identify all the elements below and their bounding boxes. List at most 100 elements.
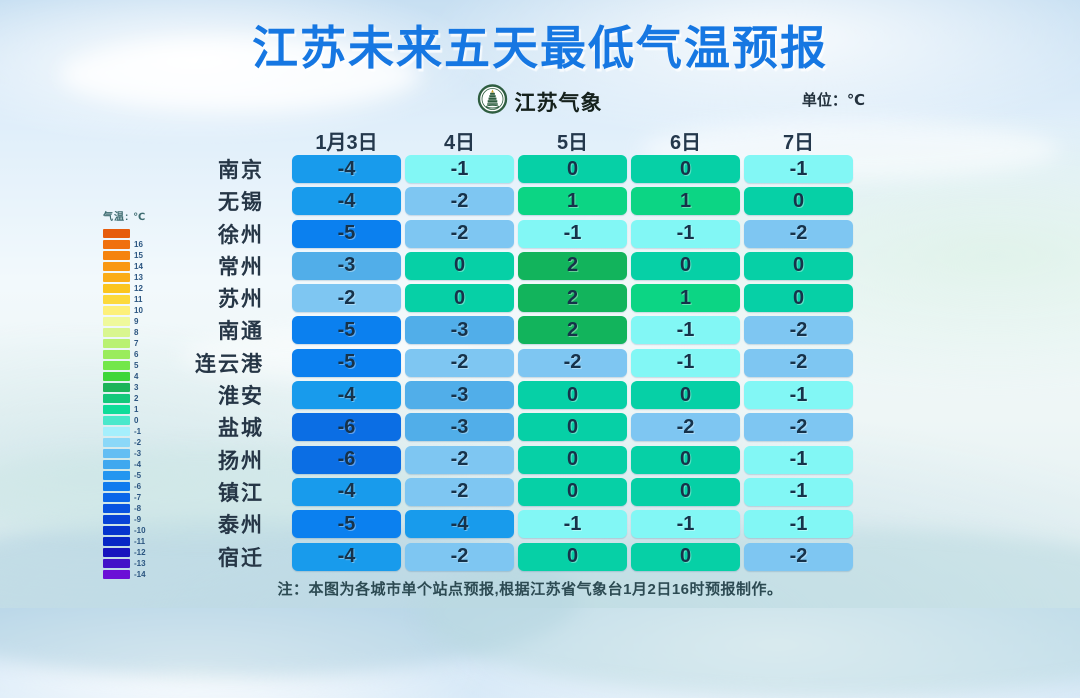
temperature-cell: 1: [631, 187, 740, 216]
legend-value-label: -4: [134, 459, 142, 469]
legend-step: -1: [103, 426, 146, 437]
temperature-cell: -1: [744, 510, 853, 539]
temperature-cell: -1: [518, 510, 627, 539]
legend-color-swatch: [103, 404, 130, 415]
legend-value-label: 6: [134, 349, 139, 359]
temperature-cell: -2: [405, 348, 514, 377]
legend-color-swatch: [103, 437, 130, 448]
legend-step: -2: [103, 437, 146, 448]
legend-step: 2: [103, 393, 146, 404]
legend-step: 14: [103, 261, 146, 272]
legend-step: 0: [103, 415, 146, 426]
legend-color-swatch: [103, 272, 130, 283]
city-label: 盐城: [218, 417, 264, 441]
legend-title: 气温: ℃: [103, 212, 147, 223]
temperature-cell: -2: [744, 348, 853, 377]
temperature-cell: -1: [631, 219, 740, 248]
temperature-cell: 0: [631, 542, 740, 571]
legend-color-swatch: [103, 448, 130, 459]
temperature-cell: -4: [292, 381, 401, 410]
legend-value-label: -14: [134, 569, 146, 579]
temperature-cell: -4: [292, 155, 401, 183]
legend-color-swatch: [103, 393, 130, 404]
temperature-cell: -6: [292, 445, 401, 474]
temperature-cell: 0: [518, 445, 627, 474]
legend-value-label: 12: [134, 283, 143, 293]
legend-color-swatch: [103, 250, 130, 261]
legend-color-swatch: [103, 558, 130, 569]
table-row: 镇江 -4 -2 0 0 -1: [180, 477, 857, 506]
table-row: 常州 -3 0 2 0 0: [180, 251, 857, 280]
temperature-cell: -4: [292, 542, 401, 571]
column-header: 7日: [782, 132, 815, 154]
legend-color-swatch: [103, 360, 130, 371]
legend-value-label: 3: [134, 382, 139, 392]
city-label: 淮安: [218, 385, 264, 409]
city-label: 扬州: [218, 449, 264, 473]
legend-color-swatch: [103, 338, 130, 349]
temperature-cell: 0: [631, 251, 740, 280]
brand-row: 江苏气象 单位：℃: [0, 84, 1080, 116]
legend-color-swatch: [103, 371, 130, 382]
temperature-cell: -1: [405, 155, 514, 183]
temperature-cell: 0: [518, 155, 627, 183]
legend-color-swatch: [103, 349, 130, 360]
table-row: 南通 -5 -3 2 -1 -2: [180, 316, 857, 345]
legend-color-swatch: [103, 470, 130, 481]
legend-step: -6: [103, 481, 146, 492]
legend-value-label: -1: [134, 426, 142, 436]
legend-color-swatch: [103, 492, 130, 503]
temperature-cell: -5: [292, 316, 401, 345]
legend-step: -11: [103, 536, 146, 547]
temperature-cell: -1: [744, 445, 853, 474]
temperature-cell: -3: [292, 251, 401, 280]
legend-value-label: 16: [134, 239, 143, 249]
forecast-table: 1月3日 4日 5日 6日 7日 南京 -4 -1 0 0 -1 无锡 -4 -2 1 1 0 徐州 -5 -2 -1…: [180, 126, 857, 575]
legend-color-swatch: [103, 481, 130, 492]
table-row: 盐城 -6 -3 0 -2 -2: [180, 413, 857, 442]
table-row: 泰州 -5 -4 -1 -1 -1: [180, 510, 857, 539]
city-label: 宿迁: [218, 546, 264, 570]
legend-color-swatch: [103, 536, 130, 547]
legend-step: -14: [103, 569, 146, 580]
legend-step: 5: [103, 360, 146, 371]
temperature-cell: -4: [292, 477, 401, 506]
legend-color-swatch: [103, 547, 130, 558]
temperature-cell: 2: [518, 284, 627, 313]
legend-color-swatch: [103, 503, 130, 514]
temperature-cell: -5: [292, 510, 401, 539]
legend-color-swatch: [103, 459, 130, 470]
temperature-cell: 0: [631, 477, 740, 506]
logo-text: 江苏气象: [514, 91, 603, 115]
legend-value-label: 2: [134, 393, 139, 403]
legend-step: 12: [103, 283, 146, 294]
city-label: 连云港: [195, 352, 264, 376]
legend-value-label: 10: [134, 305, 143, 315]
legend-step: -9: [103, 514, 146, 525]
city-label: 常州: [218, 255, 264, 279]
temperature-cell: -2: [405, 477, 514, 506]
table-row: 徐州 -5 -2 -1 -1 -2: [180, 219, 857, 248]
legend-color-swatch: [103, 294, 130, 305]
city-label: 南京: [218, 159, 264, 182]
legend-step: -10: [103, 525, 146, 536]
legend-color-swatch: [103, 316, 130, 327]
temperature-cell: 0: [405, 251, 514, 280]
temperature-cell: -5: [292, 219, 401, 248]
legend-step: 3: [103, 382, 146, 393]
legend-color-swatch: [103, 382, 130, 393]
temperature-cell: -2: [744, 219, 853, 248]
legend-color-swatch: [103, 426, 130, 437]
city-label: 镇江: [218, 481, 264, 505]
legend-value-label: -10: [134, 525, 146, 535]
temperature-cell: -2: [744, 413, 853, 442]
temperature-cell: -5: [292, 348, 401, 377]
temperature-cell: 1: [518, 187, 627, 216]
legend-step: -3: [103, 448, 146, 459]
temperature-cell: -2: [405, 542, 514, 571]
legend-step: 8: [103, 327, 146, 338]
temperature-cell: -3: [405, 316, 514, 345]
legend-step: 10: [103, 305, 146, 316]
legend-value-label: -5: [134, 470, 142, 480]
legend-value-label: 8: [134, 327, 139, 337]
